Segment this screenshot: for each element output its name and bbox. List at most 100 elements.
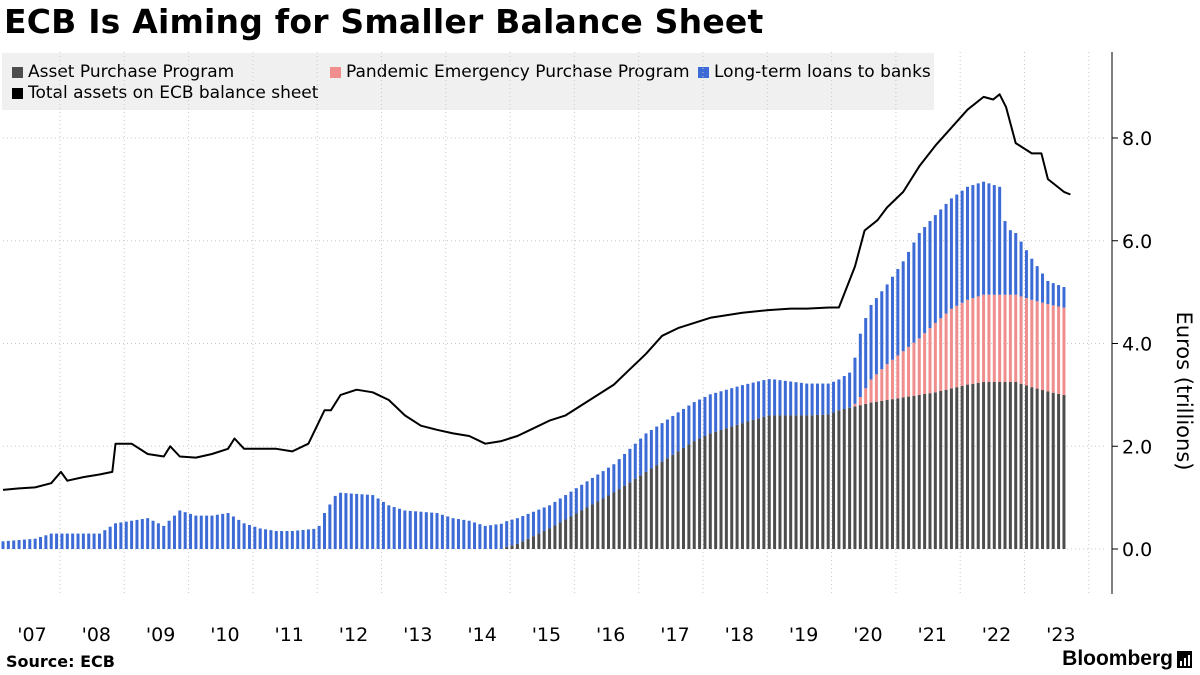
bar-ltro (660, 423, 664, 462)
bar-ltro (108, 526, 112, 549)
bar-app (531, 536, 535, 549)
bar-pepp (949, 308, 953, 389)
bar-pepp (885, 364, 889, 401)
bar-pepp (987, 294, 991, 383)
bar-app (799, 415, 803, 549)
bar-app (933, 392, 937, 549)
bar-app (821, 414, 825, 549)
bar-ltro (381, 501, 385, 549)
bar-ltro (71, 533, 75, 549)
bar-ltro (210, 515, 214, 549)
bar-ltro (917, 233, 921, 339)
bar-pepp (992, 294, 996, 383)
bar-app (542, 531, 546, 549)
bar-ltro (97, 533, 101, 549)
bar-pepp (1051, 305, 1055, 393)
bar-app (832, 412, 836, 549)
bar-app (724, 428, 728, 549)
bar-app (794, 415, 798, 549)
bar-ltro (815, 383, 819, 415)
bar-ltro (907, 251, 911, 347)
bar-ltro (944, 203, 948, 314)
bar-pepp (1003, 294, 1007, 383)
bar-ltro (462, 519, 466, 549)
legend-label-app: Asset Purchase Program (28, 62, 235, 82)
bar-ltro (671, 415, 675, 455)
bar-ltro (740, 385, 744, 424)
bar-ltro (22, 539, 26, 549)
bar-app (526, 538, 530, 549)
bar-ltro (623, 453, 627, 486)
bar-app (896, 398, 900, 549)
bar-app (842, 409, 846, 549)
bar-pepp (912, 342, 916, 396)
line-total (2, 93, 1071, 491)
bar-pepp (917, 338, 921, 395)
bar-ltro (585, 481, 589, 508)
bar-pepp (1024, 298, 1028, 386)
x-tick-label: '10 (210, 624, 239, 646)
bar-ltro (151, 520, 155, 549)
bar-app (510, 545, 514, 549)
bar-app (853, 406, 857, 549)
bar-ltro (199, 515, 203, 549)
bar-ltro (226, 513, 230, 549)
bar-ltro (773, 379, 777, 416)
bar-ltro (714, 392, 718, 432)
bar-app (692, 441, 696, 549)
bar-ltro (215, 514, 219, 549)
bar-app (992, 382, 996, 549)
bar-app (960, 385, 964, 549)
bar-ltro (655, 426, 659, 466)
bar-ltro (130, 520, 134, 549)
x-tick-label: '14 (467, 624, 496, 646)
legend-item-app: Asset Purchase Program (12, 62, 234, 82)
bar-ltro (344, 493, 348, 549)
x-tick-label: '18 (725, 624, 754, 646)
bar-ltro (1057, 285, 1061, 307)
bar-ltro (708, 394, 712, 434)
bar-pepp (1014, 294, 1018, 383)
bar-ltro (805, 383, 809, 416)
bar-pepp (901, 351, 905, 398)
bar-app (714, 431, 718, 549)
bar-ltro (510, 519, 514, 546)
bar-app (730, 426, 734, 549)
bar-pepp (864, 388, 868, 404)
bar-ltro (933, 215, 937, 323)
bar-ltro (515, 518, 519, 544)
bar-ltro (987, 183, 991, 295)
bar-ltro (328, 504, 332, 549)
bar-app (757, 418, 761, 549)
bar-ltro (1019, 241, 1023, 297)
bar-ltro (376, 498, 380, 549)
bar-ltro (446, 516, 450, 549)
bar-ltro (323, 513, 326, 549)
bar-app (569, 516, 573, 549)
bar-pepp (955, 305, 959, 388)
bar-ltro (901, 261, 905, 352)
bar-ltro (205, 515, 209, 549)
bar-ltro (424, 512, 428, 549)
bar-ltro (960, 190, 964, 303)
bar-pepp (966, 299, 969, 385)
bar-pepp (976, 296, 980, 383)
bar-ltro (135, 519, 139, 549)
bar-app (773, 415, 777, 549)
bar-pepp (1019, 296, 1023, 384)
bar-ltro (12, 540, 16, 549)
bar-ltro (301, 529, 305, 549)
bar-app (1014, 382, 1018, 549)
bar-app (623, 485, 627, 549)
bar-ltro (982, 181, 986, 295)
bar-ltro (333, 495, 337, 549)
bar-ltro (590, 477, 594, 505)
bar-app (633, 478, 637, 549)
bar-ltro (698, 399, 702, 439)
bar-ltro (564, 495, 568, 520)
bar-app (880, 400, 884, 549)
bar-app (949, 388, 953, 549)
bar-ltro (992, 185, 996, 295)
bar-ltro (1024, 250, 1028, 299)
chart-bars (1, 181, 1066, 549)
